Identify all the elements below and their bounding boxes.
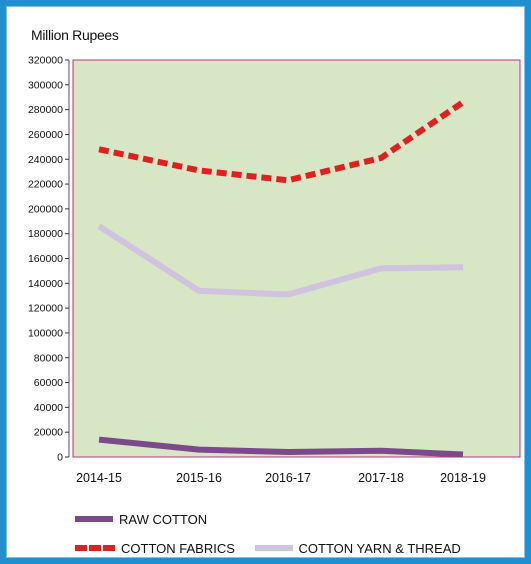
- line-chart: 0 20000 40000 60000 80000 100000 120000 140000 1…: [28, 55, 521, 485]
- x-tick-label: 2018-19: [440, 471, 486, 485]
- x-tick-label: 2015-16: [176, 471, 222, 485]
- y-tick-label: 220000: [28, 179, 63, 191]
- y-tick-label: 200000: [28, 203, 63, 215]
- y-tick-label: 160000: [28, 253, 63, 265]
- x-tick-label: 2014-15: [76, 471, 122, 485]
- y-tick-label: 100000: [28, 327, 63, 339]
- y-tick-label: 240000: [28, 154, 63, 166]
- y-tick-label: 180000: [28, 228, 63, 240]
- chart-frame: Million Rupees 0 20000 40000 60000 80000 1000…: [6, 6, 525, 558]
- y-tick-label: 80000: [34, 352, 63, 364]
- y-tick-label: 40000: [34, 402, 63, 414]
- legend-item-cotton-fabrics: COTTON FABRICS: [75, 541, 235, 556]
- y-tick-label: 300000: [28, 79, 63, 91]
- legend-item-cotton-yarn: COTTON YARN & THREAD: [254, 540, 461, 556]
- legend-item-raw-cotton: RAW COTTON: [75, 512, 207, 527]
- y-tick-label: 120000: [28, 303, 63, 315]
- series-line-cotton-fabrics: [98, 99, 465, 184]
- legend-label-cotton-yarn: COTTON YARN & THREAD: [298, 540, 461, 556]
- legend-label-cotton-fabrics: COTTON FABRICS: [121, 540, 235, 556]
- y-tick-label: 260000: [28, 129, 63, 141]
- y-tick-label: 60000: [34, 377, 63, 389]
- x-tick-label: 2016-17: [265, 471, 311, 485]
- y-tick-label: 0: [57, 452, 63, 464]
- legend-label-raw-cotton: RAW COTTON: [119, 511, 208, 527]
- plot-area: [72, 59, 521, 458]
- x-tick-label: 2017-18: [358, 471, 404, 485]
- y-tick-label: 140000: [28, 278, 63, 290]
- y-tick-label: 280000: [28, 104, 63, 116]
- legend-swatch-raw-cotton: [75, 516, 113, 522]
- y-tick-label: 20000: [34, 427, 63, 439]
- legend-row-2: COTTON FABRICS COTTON YARN & THREAD: [75, 539, 471, 556]
- legend-swatch-cotton-fabrics: [75, 545, 115, 551]
- legend-row-1: RAW COTTON: [75, 510, 217, 527]
- legend-swatch-cotton-yarn: [254, 545, 293, 551]
- y-tick-label: 320000: [28, 55, 63, 67]
- y-axis-unit-label: Million Rupees: [31, 27, 119, 43]
